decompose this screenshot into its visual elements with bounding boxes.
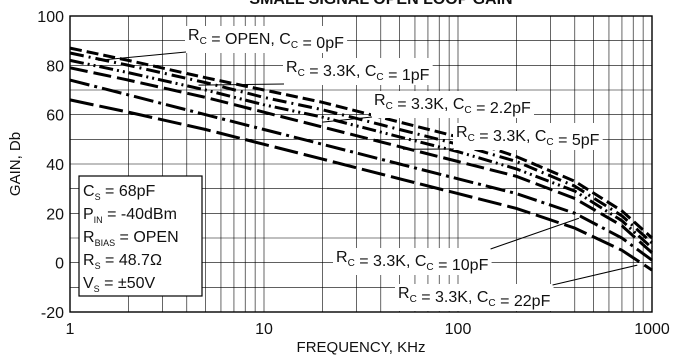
tick-labels: 1 10 100 1000 -20 0 20 40 60 80 100 (37, 9, 670, 338)
series-label-1: RC = OPEN, CC = 0pF (98, 26, 348, 61)
svg-text:RC = 3.3K, CC = 5pF: RC = 3.3K, CC = 5pF (456, 124, 600, 149)
condition-line: RS = 48.7Ω (83, 252, 162, 271)
y-tick-label: 80 (46, 58, 64, 75)
y-tick-label: 60 (46, 108, 64, 125)
x-tick-label: 1 (66, 321, 75, 338)
svg-text:RC = OPEN, CC = 0pF: RC = OPEN, CC = 0pF (188, 27, 344, 52)
y-tick-label: -20 (41, 305, 64, 322)
svg-text:RC = 3.3K, CC = 22pF: RC = 3.3K, CC = 22pF (398, 285, 551, 310)
svg-text:RC = 3.3K, CC = 1pF: RC = 3.3K, CC = 1pF (286, 59, 430, 84)
series-label-3: RC = 3.3K, CC = 2.2pF (322, 91, 535, 123)
test-conditions-box: CS = 68pF PIN = -40dBm RBIAS = OPEN RS = 48… (78, 175, 203, 297)
condition-line: PIN = -40dBm (83, 206, 177, 225)
leader-line (322, 116, 373, 123)
conditions-frame (78, 175, 203, 297)
leader-line (490, 217, 580, 250)
series-line-1 (69, 46, 654, 240)
leader-line (198, 83, 285, 86)
x-tick-label: 1000 (634, 321, 670, 338)
svg-text:RC = 3.3K, CC = 10pF: RC = 3.3K, CC = 10pF (336, 249, 489, 274)
series-labels: RC = OPEN, CC = 0pF RC = 3.3K, CC = 1pF RC… (98, 26, 638, 311)
condition-line: CS = 68pF (83, 183, 156, 202)
series-label-2: RC = 3.3K, CC = 1pF (198, 58, 433, 86)
x-axis-label: FREQUENCY, KHz (297, 339, 426, 356)
condition-line: RBIAS = OPEN (83, 229, 179, 248)
series-label-5: RC = 3.3K, CC = 10pF (333, 217, 580, 275)
series-label-6: RC = 3.3K, CC = 22pF (395, 264, 638, 311)
y-tick-label: 20 (46, 206, 64, 223)
series-line-5 (69, 78, 653, 262)
series-group (69, 46, 654, 272)
condition-line: VS = ±50V (83, 275, 156, 294)
x-tick-label: 10 (255, 321, 273, 338)
series-line-2 (69, 51, 654, 245)
y-tick-label: 100 (37, 9, 64, 26)
svg-text:RC = 3.3K, CC = 2.2pF: RC = 3.3K, CC = 2.2pF (374, 92, 531, 117)
plot-frame (69, 15, 653, 313)
y-tick-label: 40 (46, 157, 64, 174)
y-axis-label: GAIN, Db (7, 132, 24, 196)
series-line-4 (69, 66, 654, 254)
series-line-3 (69, 58, 654, 250)
y-tick-label: 0 (55, 256, 64, 273)
series-label-4: RC = 3.3K, CC = 5pF (402, 123, 603, 150)
series-line-6 (69, 98, 653, 272)
leader-line (98, 51, 187, 61)
chart-title: SMALL SIGNAL OPEN LOOP GAIN (249, 0, 512, 8)
leader-line (552, 264, 638, 286)
x-tick-label: 100 (445, 321, 472, 338)
